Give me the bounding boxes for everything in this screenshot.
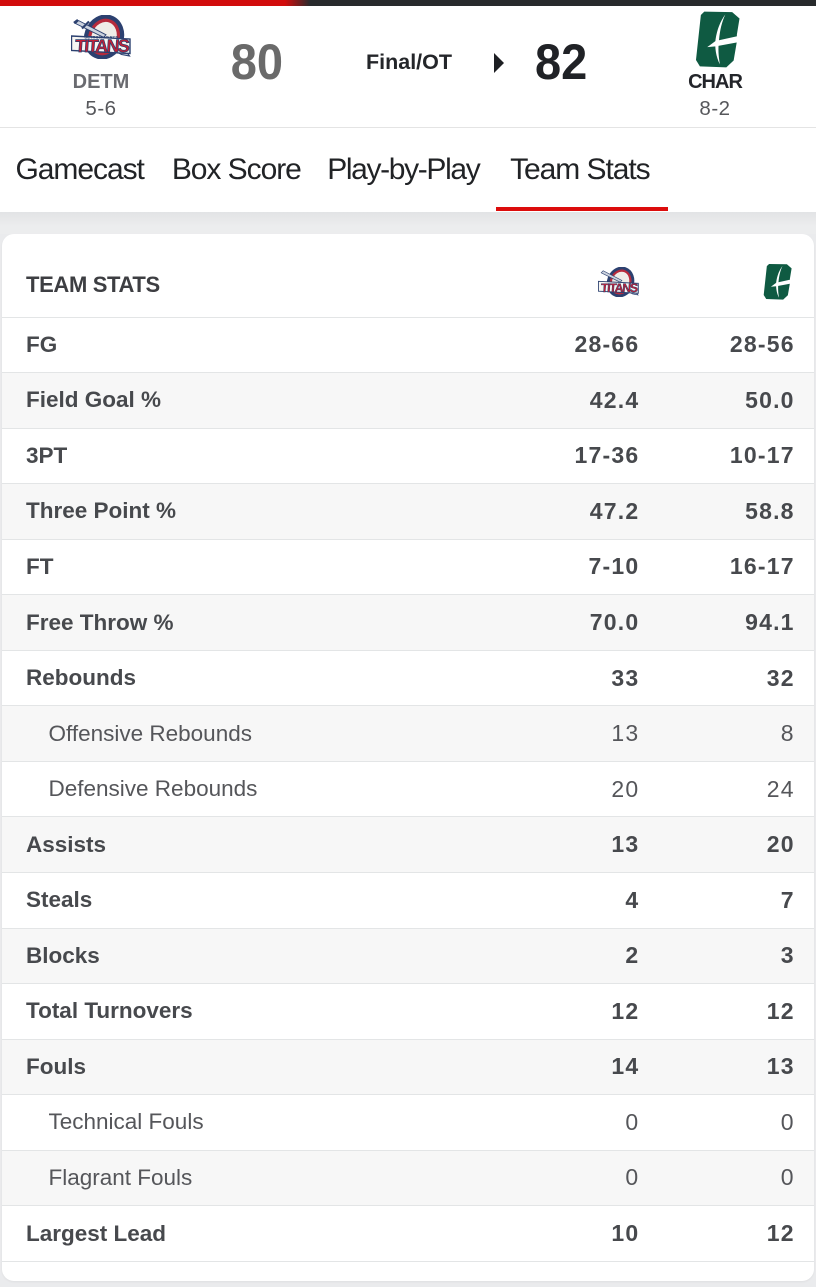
svg-text:TITANS: TITANS: [74, 36, 130, 56]
svg-text:DETROIT MERCY: DETROIT MERCY: [84, 36, 118, 40]
svg-text:TITANS: TITANS: [600, 281, 638, 295]
